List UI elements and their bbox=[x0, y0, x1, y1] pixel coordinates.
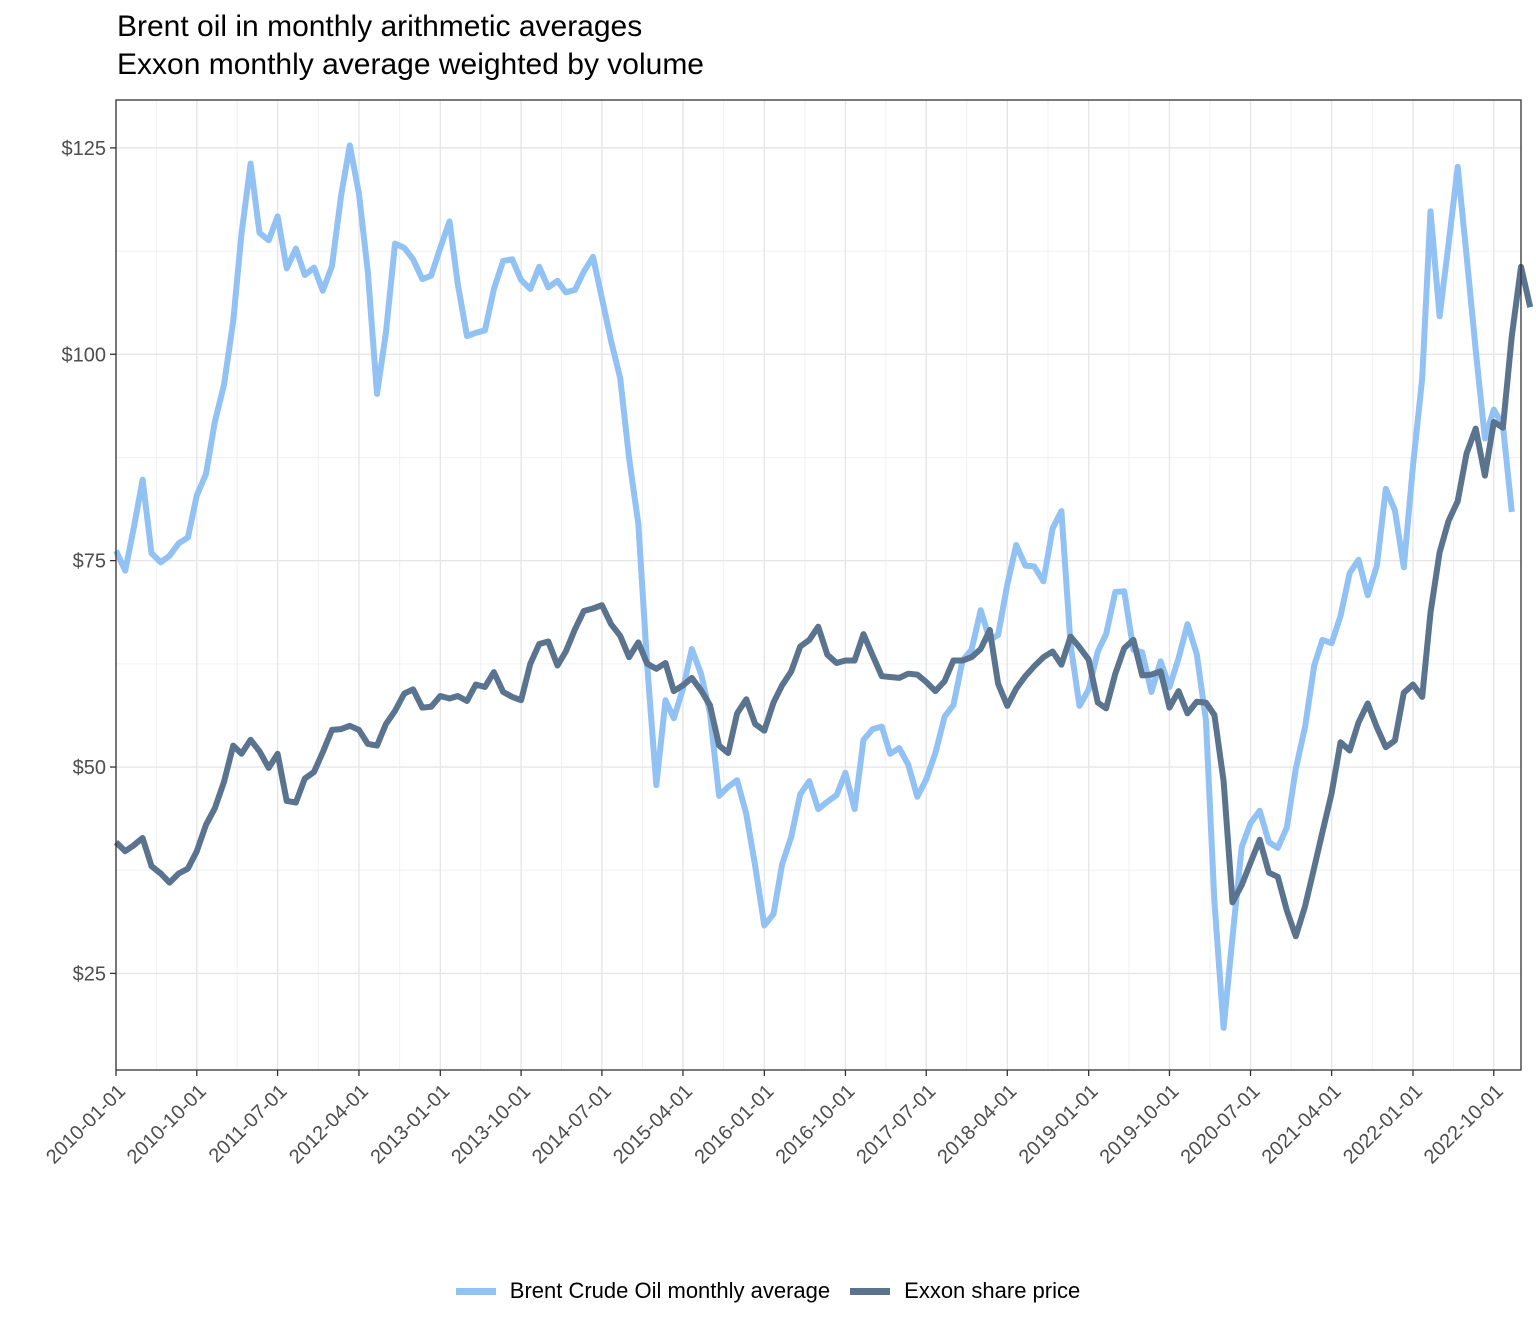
x-tick-label: 2019-10-01 bbox=[1096, 1080, 1184, 1168]
x-tick-label: 2019-01-01 bbox=[1015, 1080, 1103, 1168]
line-chart: $25$50$75$100$125 2010-01-012010-10-0120… bbox=[42, 99, 1534, 1168]
x-tick-label: 2020-07-01 bbox=[1177, 1080, 1265, 1168]
chart-subtitle: Exxon monthly average weighted by volume bbox=[117, 48, 704, 81]
y-tick-label: $75 bbox=[73, 551, 106, 573]
x-tick-label: 2016-10-01 bbox=[772, 1080, 860, 1168]
x-axis: 2010-01-012010-10-012011-07-012012-04-01… bbox=[42, 1070, 1508, 1168]
series-lines bbox=[113, 142, 1534, 1031]
y-tick-label: $50 bbox=[73, 757, 106, 779]
y-tick-label: $125 bbox=[62, 138, 107, 160]
legend-item-brent: Brent Crude Oil monthly average bbox=[455, 1278, 831, 1304]
x-tick-label: 2013-10-01 bbox=[447, 1080, 535, 1168]
x-tick-label: 2010-01-01 bbox=[42, 1080, 130, 1168]
legend-label-exxon: Exxon share price bbox=[904, 1278, 1081, 1303]
x-tick-label: 2022-10-01 bbox=[1420, 1080, 1508, 1168]
x-tick-label: 2021-04-01 bbox=[1258, 1080, 1346, 1168]
x-tick-label: 2010-10-01 bbox=[123, 1080, 211, 1168]
plot-background bbox=[116, 100, 1521, 1070]
x-tick-label: 2017-07-01 bbox=[852, 1080, 940, 1168]
legend-item-exxon: Exxon share price bbox=[850, 1278, 1080, 1304]
x-tick-label: 2012-04-01 bbox=[285, 1080, 373, 1168]
plot-border bbox=[115, 99, 1522, 1071]
series-line-brent bbox=[113, 142, 1515, 1031]
major-gridlines bbox=[115, 100, 1521, 1070]
x-tick-label: 2013-01-01 bbox=[366, 1080, 454, 1168]
chart-title: Brent oil in monthly arithmetic averages bbox=[117, 10, 643, 43]
x-tick-label: 2016-01-01 bbox=[690, 1080, 778, 1168]
x-tick-label: 2022-01-01 bbox=[1339, 1080, 1427, 1168]
y-axis: $25 $50 $75 $100 $125 bbox=[62, 138, 116, 985]
legend-key-exxon bbox=[850, 1287, 891, 1295]
x-tick-label: 2018-04-01 bbox=[933, 1080, 1021, 1168]
y-tick-label: $25 bbox=[73, 963, 106, 985]
x-tick-label: 2015-04-01 bbox=[609, 1080, 697, 1168]
legend: Brent Crude Oil monthly average Exxon sh… bbox=[0, 1278, 1536, 1304]
legend-label-brent: Brent Crude Oil monthly average bbox=[509, 1278, 831, 1303]
x-tick-label: 2014-07-01 bbox=[528, 1080, 616, 1168]
series-line-exxon bbox=[113, 263, 1534, 940]
x-tick-label: 2011-07-01 bbox=[205, 1080, 292, 1167]
y-tick-label: $100 bbox=[62, 344, 107, 366]
legend-key-brent bbox=[455, 1287, 496, 1295]
